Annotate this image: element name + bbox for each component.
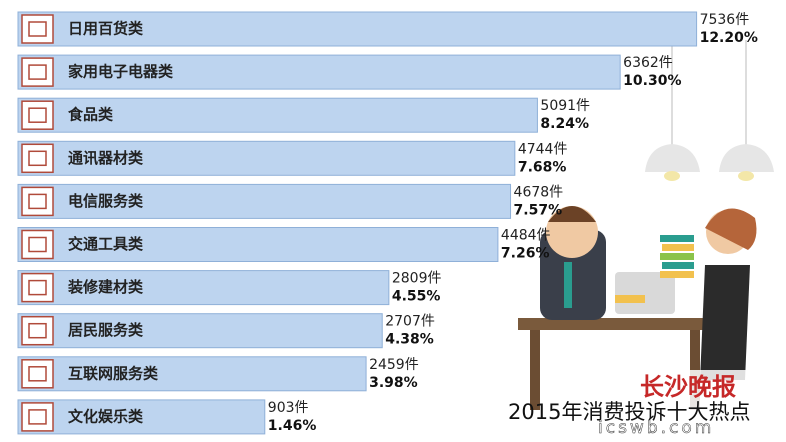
icon-box	[21, 315, 54, 346]
category-label: 家用电子电器类	[68, 63, 174, 81]
source-logo: 长沙晚报	[640, 373, 736, 401]
icon	[28, 322, 47, 339]
category-label: 互联网服务类	[68, 364, 159, 382]
category-label: 文化娱乐类	[68, 407, 144, 425]
icon	[28, 21, 47, 37]
category-label: 食品类	[68, 106, 114, 124]
icon-box	[21, 229, 54, 260]
share-label: 10.30%	[623, 73, 681, 89]
value-label: 5091件	[540, 98, 590, 114]
bar	[17, 54, 621, 90]
icon-box	[21, 14, 54, 44]
icon-box	[21, 402, 54, 432]
bar	[17, 140, 516, 176]
bar	[17, 313, 383, 349]
icon	[28, 409, 47, 425]
share-label: 3.98%	[369, 375, 418, 391]
category-label: 通讯器材类	[68, 149, 144, 167]
share-label: 8.24%	[540, 116, 589, 132]
value-label: 2707件	[385, 314, 435, 330]
bar	[17, 97, 538, 133]
value-label: 4744件	[518, 141, 568, 157]
icon	[28, 64, 47, 80]
icon-box	[21, 186, 54, 217]
bar	[17, 227, 499, 262]
share-label: 4.55%	[392, 289, 441, 305]
icon	[28, 107, 47, 123]
value-label: 6362件	[623, 55, 673, 71]
share-label: 12.20%	[700, 30, 758, 46]
icon	[28, 366, 47, 382]
category-label: 日用百货类	[68, 20, 144, 38]
value-label: 4678件	[514, 184, 564, 200]
bar	[17, 399, 266, 435]
share-label: 7.26%	[501, 246, 550, 262]
share-label: 4.38%	[385, 332, 434, 348]
icon-box	[21, 100, 54, 130]
icon-box	[21, 272, 54, 303]
category-label: 居民服务类	[68, 321, 144, 339]
value-label: 2459件	[369, 357, 419, 373]
bar	[17, 270, 390, 306]
category-label: 电信服务类	[68, 192, 144, 210]
icon	[28, 279, 47, 296]
share-label: 1.46%	[268, 418, 317, 434]
icon	[28, 236, 47, 253]
illustration	[518, 40, 780, 442]
chart-title: 2015年消费投诉十大热点	[508, 400, 750, 424]
bar	[17, 356, 367, 392]
category-label: 交通工具类	[68, 235, 144, 253]
share-label: 7.57%	[514, 202, 563, 218]
icon	[28, 193, 47, 210]
share-label: 7.68%	[518, 159, 567, 175]
icon-box	[21, 359, 54, 389]
icon	[28, 150, 47, 167]
bar	[17, 183, 512, 219]
value-label: 2809件	[392, 271, 442, 287]
bar	[17, 11, 698, 47]
value-label: 7536件	[700, 12, 750, 28]
value-label: 903件	[268, 400, 309, 416]
icon-box	[21, 57, 54, 87]
category-label: 装修建材类	[67, 278, 144, 296]
watermark: icswb.com	[598, 418, 714, 438]
icon-box	[21, 143, 54, 174]
value-label: 4484件	[501, 228, 551, 244]
